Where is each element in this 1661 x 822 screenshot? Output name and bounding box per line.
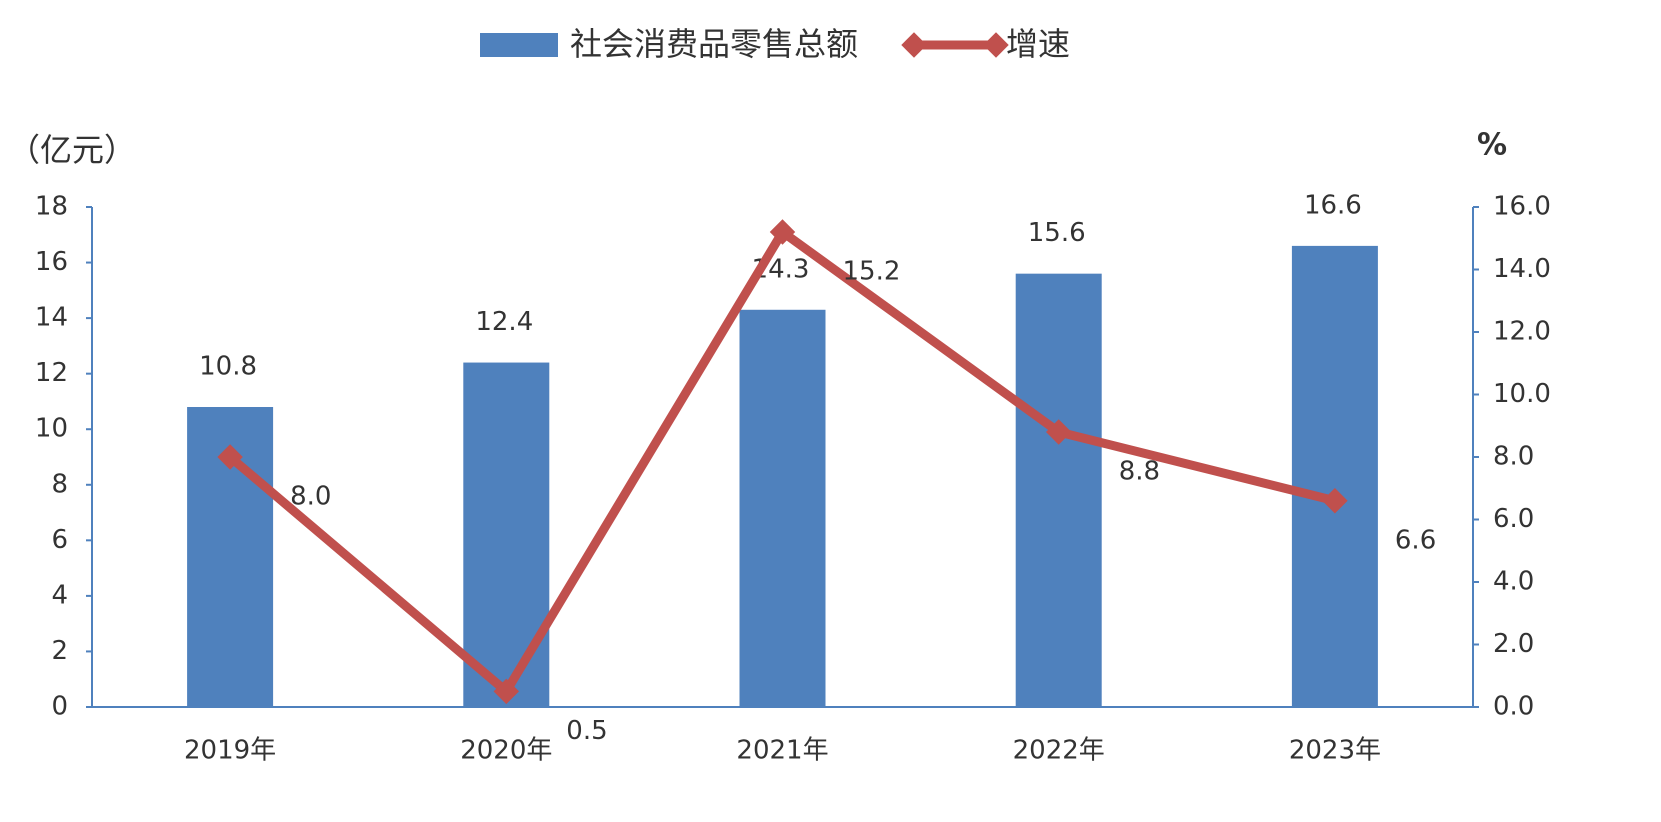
line-marker [217, 444, 243, 470]
bar [1291, 245, 1378, 707]
line-value-label: 6.6 [1395, 525, 1436, 555]
bar-value-label: 10.8 [199, 352, 257, 382]
bar [463, 362, 550, 707]
y-tick-label: 4 [51, 580, 68, 610]
bar [739, 309, 826, 707]
x-tick-label: 2022年 [1013, 736, 1105, 766]
y2-tick-label: 4.0 [1493, 567, 1534, 597]
y2-tick-label: 0.0 [1493, 692, 1534, 722]
y-tick-label: 8 [51, 469, 68, 499]
y-tick-label: 12 [35, 358, 68, 388]
y2-tick-label: 12.0 [1493, 317, 1551, 347]
y-axis-label: （亿元） [8, 131, 136, 169]
legend-label: 社会消费品零售总额 [570, 25, 858, 63]
line-value-label: 0.5 [566, 716, 607, 746]
bar [1015, 273, 1102, 707]
x-tick-label: 2021年 [736, 736, 828, 766]
bar-value-label: 15.6 [1028, 218, 1086, 248]
y2-tick-label: 8.0 [1493, 442, 1534, 472]
y-tick-label: 16 [35, 247, 68, 277]
line-marker [769, 219, 796, 245]
line-value-label: 8.0 [290, 482, 331, 512]
y2-tick-label: 14.0 [1493, 254, 1551, 284]
line-value-label: 8.8 [1119, 457, 1160, 487]
y2-axis-label: % [1477, 128, 1507, 163]
x-tick-label: 2019年 [184, 736, 276, 766]
y-tick-label: 18 [35, 192, 68, 222]
line-value-label: 15.2 [843, 257, 901, 287]
y-tick-label: 2 [51, 636, 68, 666]
bar-value-label: 16.6 [1304, 190, 1362, 220]
legend-marker [983, 32, 1009, 58]
legend-swatch [480, 33, 558, 57]
y2-tick-label: 2.0 [1493, 629, 1534, 659]
bar-value-label: 12.4 [475, 307, 533, 337]
y2-tick-label: 10.0 [1493, 379, 1551, 409]
y-tick-label: 0 [51, 692, 68, 722]
x-tick-label: 2020年 [460, 736, 552, 766]
x-tick-label: 2023年 [1289, 736, 1381, 766]
y-tick-label: 14 [35, 303, 68, 333]
y2-tick-label: 16.0 [1493, 192, 1551, 222]
y2-tick-label: 6.0 [1493, 504, 1534, 534]
legend-marker [901, 32, 927, 58]
y-tick-label: 10 [35, 414, 68, 444]
y-tick-label: 6 [51, 525, 68, 555]
line-marker [493, 678, 520, 705]
legend-label: 增速 [1006, 25, 1070, 63]
